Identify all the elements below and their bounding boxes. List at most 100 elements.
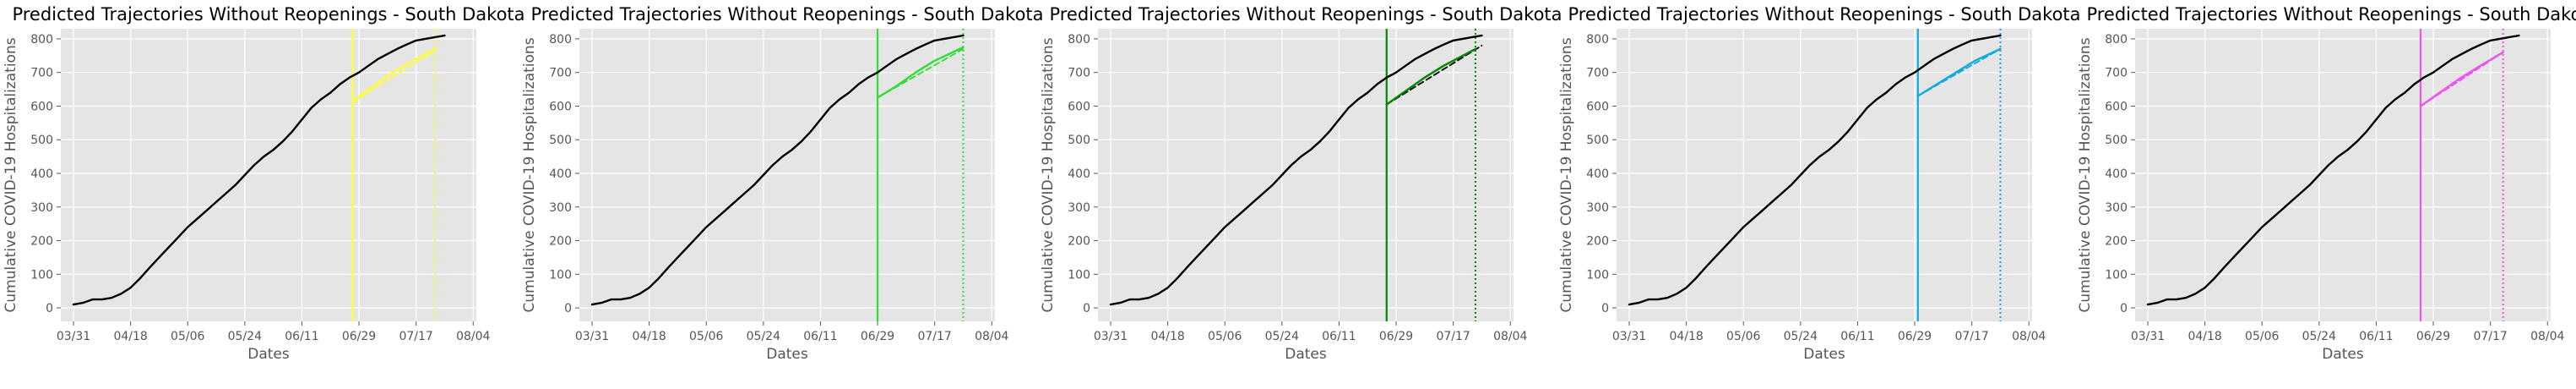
x-tick-label: 07/17 [1436,330,1470,343]
observed-series-line [2146,34,2520,306]
x-tick-label: 08/04 [456,330,490,343]
x-tick-label: 03/31 [575,330,609,343]
observed-series-line [1628,34,2002,306]
plot-area [61,29,476,321]
x-tick-label: 07/17 [1954,330,1988,343]
chart-title: Predicted Trajectories Without Reopening… [12,4,524,25]
chart-panel-1: 0 100 200 300 400 500 600 700 800 03/31 04/18 05/06… [3,4,525,363]
projection-series-line [877,48,965,99]
x-tick-label: 07/17 [2473,330,2507,343]
y-axis-label: Cumulative COVID-19 Hospitalizations [1558,37,1575,312]
plot-area [2135,29,2551,321]
chart-panel-5: 0 100 200 300 400 500 600 700 800 03/31 04/18 05/06… [2077,4,2576,363]
x-tick-label: 06/11 [2359,330,2393,343]
x-tick-label: 05/24 [1265,330,1299,343]
fitted-series-line [1385,47,1477,106]
chart-panel-4: 0 100 200 300 400 500 600 700 800 03/31 04/18 05/06… [1558,4,2081,363]
x-tick-label: 06/29 [2416,330,2450,343]
x-tick-label: 06/11 [1322,330,1356,343]
y-axis-label: Cumulative COVID-19 Hospitalizations [2077,37,2094,312]
chart-title: Predicted Trajectories Without Reopening… [530,4,1043,25]
y-tick-label: 0 [46,302,53,315]
chart-title: Predicted Trajectories Without Reopening… [1568,4,2080,25]
observed-series-line [590,34,965,306]
x-tick-label: 06/11 [285,330,318,343]
y-tick-label: 0 [2120,302,2128,315]
x-tick-label: 07/17 [917,330,951,343]
x-tick-label: 06/29 [342,330,376,343]
y-tick-label: 300 [1068,201,1090,215]
chart-title: Predicted Trajectories Without Reopening… [2086,4,2576,25]
plot-area [1617,29,2032,321]
y-axis-label: Cumulative COVID-19 Hospitalizations [521,37,538,312]
y-tick-label: 700 [30,67,53,80]
x-axis-label: Dates [247,346,290,363]
y-tick-label: 500 [30,134,53,147]
y-tick-label: 400 [549,167,572,181]
x-axis-label: Dates [2322,346,2364,363]
y-axis-label: Cumulative COVID-19 Hospitalizations [1040,37,1057,312]
x-tick-label: 05/06 [1726,330,1760,343]
y-tick-label: 600 [2105,100,2128,113]
y-tick-label: 600 [549,100,572,113]
chart-title: Predicted Trajectories Without Reopening… [1049,4,1562,25]
fitted-series-line [876,46,965,99]
x-tick-label: 05/24 [2302,330,2336,343]
x-axis-label: Dates [1285,346,1327,363]
y-tick-label: 800 [2105,33,2128,47]
y-tick-label: 300 [2105,201,2128,215]
y-tick-label: 800 [30,33,53,47]
y-tick-label: 500 [1068,134,1090,147]
y-tick-label: 0 [564,302,572,315]
y-tick-label: 400 [2105,167,2128,181]
y-tick-label: 500 [1586,134,1609,147]
x-tick-label: 06/11 [1840,330,1874,343]
y-tick-label: 300 [549,201,572,215]
y-tick-label: 700 [1068,67,1090,80]
y-tick-label: 500 [2105,134,2128,147]
x-tick-label: 04/18 [113,330,147,343]
y-tick-label: 100 [2105,268,2128,282]
y-tick-label: 400 [1068,167,1090,181]
y-tick-label: 200 [1586,235,1609,249]
x-tick-label: 04/18 [1669,330,1703,343]
x-tick-label: 08/04 [975,330,1008,343]
x-tick-label: 05/24 [228,330,262,343]
fitted-series-line [1916,47,2002,97]
x-tick-label: 03/31 [1094,330,1128,343]
x-tick-label: 06/29 [861,330,894,343]
y-tick-label: 200 [2105,235,2128,249]
y-axis-label: Cumulative COVID-19 Hospitalizations [3,37,19,312]
fitted-series-line [351,47,437,103]
x-tick-label: 05/06 [171,330,204,343]
y-tick-label: 800 [1068,33,1090,47]
y-tick-label: 100 [30,268,53,282]
y-tick-label: 200 [549,235,572,249]
fitted-series-line [2419,51,2504,107]
y-tick-label: 700 [1586,67,1609,80]
y-tick-label: 200 [30,235,53,249]
y-tick-label: 200 [1068,235,1090,249]
projection-series-line [2420,51,2504,107]
x-axis-label: Dates [766,346,808,363]
y-tick-label: 700 [2105,67,2128,80]
x-tick-label: 03/31 [2131,330,2165,343]
plot-area [1098,29,1514,321]
chart-panel-2: 0 100 200 300 400 500 600 700 800 03/31 04/18 05/06… [521,4,1044,363]
plot-area [579,29,995,321]
y-tick-label: 400 [1586,167,1609,181]
x-tick-label: 03/31 [57,330,90,343]
x-tick-label: 05/06 [1208,330,1242,343]
observed-series-line [1109,34,1483,306]
x-tick-label: 05/24 [747,330,780,343]
y-tick-label: 600 [30,100,53,113]
y-tick-label: 100 [549,268,572,282]
y-tick-label: 400 [30,167,53,181]
x-tick-label: 05/06 [689,330,723,343]
x-tick-label: 04/18 [1150,330,1184,343]
projection-series-line [1385,45,1483,106]
y-tick-label: 600 [1586,100,1609,113]
x-tick-label: 06/29 [1379,330,1413,343]
x-tick-label: 08/04 [1493,330,1527,343]
